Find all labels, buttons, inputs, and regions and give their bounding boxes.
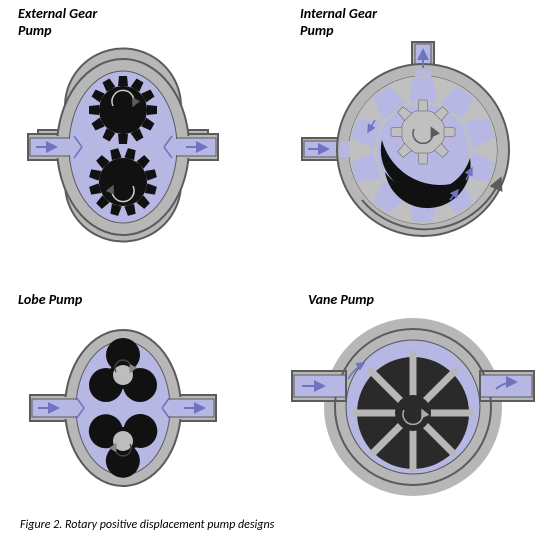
- title-line-2: Pump: [300, 22, 333, 39]
- external-gear-pump-panel: External Gear Pump: [18, 6, 268, 250]
- title-line-2: Pump: [18, 22, 51, 39]
- internal-gear-title: Internal Gear Pump: [300, 6, 544, 40]
- external-gear-diagram: [18, 40, 228, 250]
- internal-gear-pump-panel: Internal Gear Pump: [300, 6, 544, 250]
- external-gear-title: External Gear Pump: [18, 6, 268, 40]
- vane-pump-panel: Vane Pump: [288, 292, 544, 499]
- vane-title: Vane Pump: [308, 292, 544, 309]
- title-text: Lobe Pump: [18, 291, 82, 308]
- title-line-1: Internal Gear: [300, 5, 377, 22]
- vane-diagram: [288, 309, 538, 499]
- lobe-diagram: [18, 309, 228, 509]
- figure-caption: Figure 2. Rotary positive displacement p…: [20, 518, 274, 532]
- internal-gear-diagram: [300, 40, 530, 250]
- lobe-title: Lobe Pump: [18, 292, 268, 309]
- title-line-1: External Gear: [18, 5, 97, 22]
- title-text: Vane Pump: [308, 291, 374, 308]
- lobe-pump-panel: Lobe Pump: [18, 292, 268, 509]
- caption-text: Figure 2. Rotary positive displacement p…: [20, 518, 274, 532]
